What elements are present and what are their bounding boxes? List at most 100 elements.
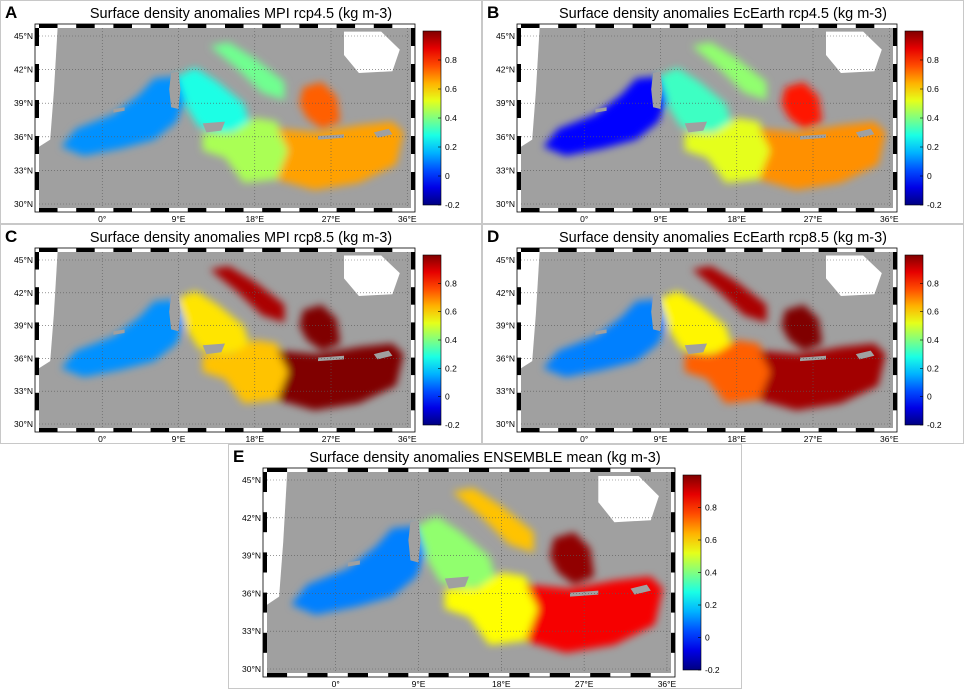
sicily-land (202, 343, 225, 355)
basin-tyrrhenian (176, 67, 251, 133)
lat-label: 39°N (14, 321, 33, 331)
balearic-land (113, 329, 125, 335)
lat-label: 33°N (496, 386, 515, 396)
lat-label: 33°N (242, 626, 261, 636)
colorbar-tick: 0.4 (445, 113, 457, 123)
sicily-land (684, 343, 707, 355)
colorbar-tick: 0.2 (445, 142, 457, 152)
basin-ionian (684, 340, 771, 404)
basin-levantine (759, 121, 886, 190)
basin-tyrrhenian (416, 516, 498, 589)
basin-levantine (525, 576, 663, 653)
lat-label: 30°N (14, 419, 33, 429)
colorbar-tick: 0.8 (927, 55, 939, 65)
sicily-land (202, 121, 225, 133)
colorbar-tick: 0.6 (927, 84, 939, 94)
colorbar-tick: -0.2 (927, 420, 942, 430)
panel-b: B Surface density anomalies EcEarth rcp4… (482, 0, 964, 224)
lat-label: 42°N (14, 65, 33, 75)
lon-label: 0° (580, 434, 588, 444)
panel-title: Surface density anomalies EcEarth rcp4.5… (559, 6, 887, 22)
colorbar-tick: 0.4 (705, 568, 717, 578)
lon-label: 27°E (804, 214, 823, 224)
atlantic-ocean (521, 28, 540, 147)
colorbar-tick: 0.4 (445, 335, 457, 345)
panel-title: Surface density anomalies EcEarth rcp8.5… (559, 230, 887, 246)
panel-letter: C (5, 227, 18, 246)
panel-d: D Surface density anomalies EcEarth rcp8… (482, 224, 964, 444)
lat-label: 42°N (496, 288, 515, 298)
lat-label: 36°N (496, 132, 515, 142)
colorbar-tick: -0.2 (445, 420, 460, 430)
lon-label: 0° (98, 214, 106, 224)
colorbar-tick: -0.2 (705, 665, 720, 675)
lon-label: 18°E (727, 214, 746, 224)
lat-label: 39°N (496, 98, 515, 108)
lon-label: 9°E (412, 679, 426, 689)
basin-ionian (684, 118, 771, 183)
colorbar-tick: 0 (927, 392, 932, 402)
colorbar-tick: 0.2 (927, 363, 939, 373)
balearic-land (595, 107, 607, 113)
lat-label: 33°N (14, 165, 33, 175)
basin-ionian (202, 118, 289, 183)
basin-aegean (549, 532, 595, 585)
black-sea (826, 255, 882, 296)
colorbar-tick: 0.8 (927, 278, 939, 288)
colorbar-tick: 0 (445, 171, 450, 181)
density-map: 45°N 42°N 39°N 36°N 33°N 30°N 0° 9°E 18°E 27°E 36°… (14, 23, 460, 224)
lat-label: 30°N (496, 199, 515, 209)
lat-label: 36°N (242, 588, 261, 598)
balearic-land (113, 107, 125, 113)
basin-ionian (444, 572, 538, 645)
lat-label: 45°N (242, 475, 261, 485)
cyprus-land (855, 350, 875, 360)
lat-label: 36°N (14, 132, 33, 142)
cyprus-land (373, 350, 393, 360)
sardinia-corsica-land (169, 71, 181, 109)
lat-label: 33°N (496, 165, 515, 175)
basin-levantine (277, 121, 404, 190)
lon-label: 36°E (880, 434, 899, 444)
colorbar-tick: 0.4 (927, 335, 939, 345)
lon-label: 0° (332, 679, 340, 689)
basin-west (61, 299, 188, 377)
lat-label: 45°N (14, 31, 33, 41)
panel-e: E Surface density anomalies ENSEMBLE mea… (228, 444, 742, 689)
lat-label: 36°N (14, 353, 33, 363)
sicily-land (684, 121, 707, 133)
colorbar-tick: 0.8 (445, 278, 457, 288)
lon-label: 0° (580, 214, 588, 224)
basin-levantine (277, 343, 404, 411)
lat-label: 45°N (496, 255, 515, 265)
lon-label: 18°E (245, 434, 264, 444)
lon-label: 9°E (172, 214, 186, 224)
crete-land (570, 590, 599, 597)
colorbar-tick: 0.8 (705, 503, 717, 513)
panel-letter: A (5, 3, 18, 22)
map-frame (516, 247, 898, 433)
cyprus-land (855, 128, 875, 138)
lon-label: 0° (98, 434, 106, 444)
lat-label: 45°N (496, 31, 515, 41)
balearic-land (595, 329, 607, 335)
density-map: 45°N 42°N 39°N 36°N 33°N 30°N 0° 9°E 18°E 27°E 36°… (496, 23, 942, 224)
panel-a: A Surface density anomalies MPI rcp4.5 (… (0, 0, 482, 224)
lat-label: 42°N (14, 288, 33, 298)
basin-aegean (299, 304, 341, 351)
sardinia-corsica-land (169, 294, 181, 332)
cyprus-land (630, 584, 651, 595)
lon-label: 27°E (322, 214, 341, 224)
panel-title: Surface density anomalies MPI rcp8.5 (kg… (89, 230, 393, 246)
panel-title: Surface density anomalies MPI rcp4.5 (kg… (89, 6, 393, 22)
basin-levantine (759, 343, 886, 411)
lon-label: 36°E (398, 434, 417, 444)
density-map: 45°N 42°N 39°N 36°N 33°N 30°N 0° 9°E 18°E 27°E 36°… (14, 247, 460, 444)
basin-aegean (781, 304, 823, 351)
basin-adriatic (692, 266, 767, 323)
panel-letter: B (487, 3, 500, 22)
colorbar-tick: -0.2 (445, 200, 460, 210)
density-map: 45°N 42°N 39°N 36°N 33°N 30°N 0° 9°E 18°E 27°E 36°… (496, 247, 942, 444)
lon-label: 18°E (727, 434, 746, 444)
lat-label: 39°N (242, 551, 261, 561)
